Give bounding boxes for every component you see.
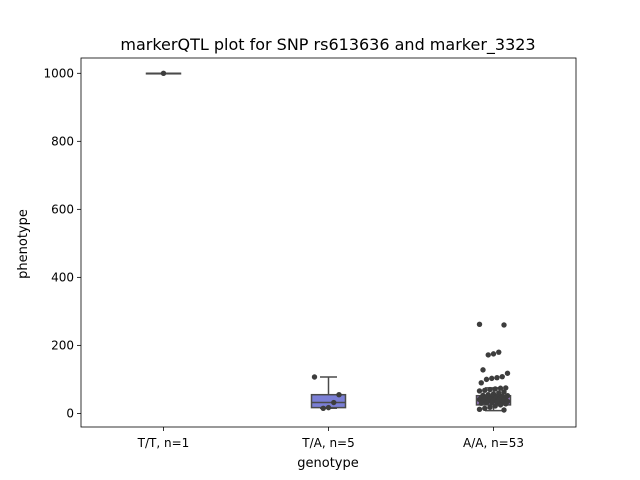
data-point bbox=[482, 387, 488, 393]
data-point bbox=[489, 399, 495, 406]
data-point bbox=[476, 406, 483, 413]
data-point bbox=[501, 389, 507, 395]
data-point bbox=[499, 373, 505, 380]
chart-title: markerQTL plot for SNP rs613636 and mark… bbox=[120, 35, 535, 55]
y-tick-label: 800 bbox=[51, 134, 74, 148]
data-point bbox=[478, 400, 484, 406]
data-point bbox=[487, 386, 493, 393]
data-point bbox=[503, 385, 509, 391]
data-point bbox=[331, 399, 337, 406]
x-tick-label: T/T, n=1 bbox=[137, 436, 190, 450]
y-tick-label: 200 bbox=[51, 338, 74, 352]
data-point bbox=[485, 352, 491, 358]
x-tick-label: T/A, n=5 bbox=[301, 436, 355, 450]
data-point bbox=[501, 407, 507, 413]
data-point bbox=[496, 349, 502, 355]
data-point bbox=[311, 374, 318, 380]
data-point bbox=[336, 391, 342, 398]
data-point bbox=[320, 405, 326, 411]
plot-area: 0 200 400 600 800 1000 T/T, n=1 T/A, n=5 A/A, n=… bbox=[43, 57, 577, 450]
data-point bbox=[480, 367, 486, 373]
data-point bbox=[487, 404, 493, 410]
data-point bbox=[325, 404, 332, 411]
data-point bbox=[160, 70, 167, 77]
data-point bbox=[492, 403, 498, 409]
data-point bbox=[476, 321, 483, 327]
data-point bbox=[501, 322, 507, 328]
x-tick-label: A/A, n=53 bbox=[463, 436, 524, 450]
x-axis-label: genotype bbox=[297, 456, 358, 471]
data-point bbox=[482, 405, 488, 411]
data-point bbox=[483, 400, 490, 406]
data-point bbox=[478, 380, 484, 386]
data-point bbox=[503, 401, 509, 407]
data-point bbox=[489, 375, 495, 382]
data-point bbox=[504, 370, 511, 376]
y-tick-label: 0 bbox=[66, 406, 74, 420]
plot-frame bbox=[80, 57, 577, 428]
y-tick-label: 400 bbox=[51, 270, 74, 284]
data-point bbox=[497, 402, 504, 408]
data-point bbox=[494, 374, 500, 381]
y-tick-label: 1000 bbox=[43, 66, 74, 80]
y-tick-label: 600 bbox=[51, 202, 74, 216]
y-axis-label: phenotype bbox=[16, 209, 31, 279]
data-point bbox=[483, 376, 490, 383]
data-point bbox=[497, 385, 504, 391]
data-point bbox=[492, 386, 498, 392]
data-point bbox=[490, 351, 497, 357]
data-point bbox=[476, 388, 483, 394]
